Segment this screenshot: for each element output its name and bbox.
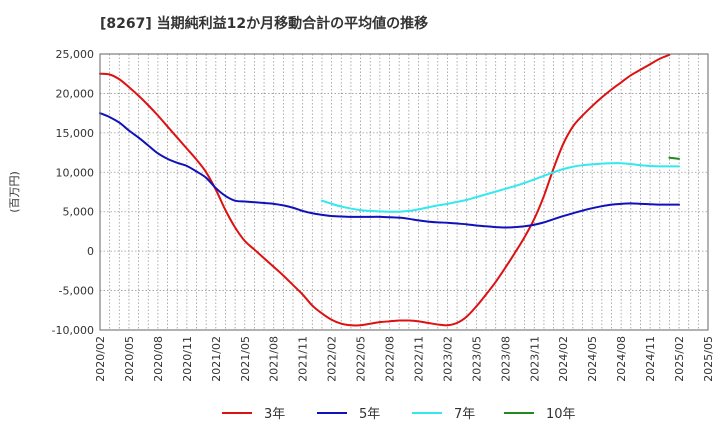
x-tick-label: 2024/05 (586, 336, 599, 382)
y-tick-label: 15,000 (56, 127, 95, 140)
series-line-2 (320, 162, 681, 213)
x-tick-label: 2021/08 (268, 336, 281, 382)
x-tick-label: 2023/11 (528, 336, 541, 382)
series-line-0 (99, 53, 671, 327)
x-tick-label: 2022/05 (355, 336, 368, 382)
y-tick-labels: -10,000 -5,000 0 5,000 10,000 15,000 20,000 25,… (52, 48, 94, 337)
legend-label-0: 3年 (264, 407, 285, 422)
x-tick-label: 2025/05 (702, 336, 715, 382)
y-tick-label: 0 (87, 245, 94, 258)
x-tick-label: 2021/05 (239, 336, 252, 382)
x-tick-label: 2024/02 (557, 336, 570, 382)
legend-label-1: 5年 (359, 407, 380, 422)
x-tick-labels: 2020/02 2020/05 2020/08 2020/11 2021/02 2021/… (94, 336, 715, 382)
y-tick-label: 20,000 (56, 87, 95, 100)
series-line-3 (668, 156, 681, 160)
series-line-1 (99, 112, 681, 229)
x-tick-label: 2023/05 (470, 336, 483, 382)
x-tick-label: 2023/02 (441, 336, 454, 382)
x-tick-label: 2020/02 (94, 336, 107, 382)
x-tick-label: 2023/08 (499, 336, 512, 382)
x-tick-label: 2022/11 (412, 336, 425, 382)
x-tick-label: 2020/05 (123, 336, 136, 382)
y-tick-label: 25,000 (56, 48, 95, 61)
y-tick-label: 5,000 (63, 206, 95, 219)
x-tick-label: 2022/02 (326, 336, 339, 382)
legend-label-2: 7年 (454, 407, 475, 422)
x-tick-label: 2021/11 (297, 336, 310, 382)
grid (99, 53, 709, 331)
y-axis-label: (百万円) (8, 171, 21, 213)
x-tick-label: 2020/11 (181, 336, 194, 382)
legend-label-3: 10年 (546, 407, 576, 422)
x-tick-label: 2024/08 (615, 336, 628, 382)
x-tick-label: 2022/08 (384, 336, 397, 382)
x-tick-label: 2020/08 (152, 336, 165, 382)
y-tick-label: 10,000 (56, 166, 95, 179)
y-tick-label: -10,000 (52, 324, 94, 337)
chart-title: [8267] 当期純利益12か月移動合計の平均値の推移 (100, 15, 428, 32)
x-tick-label: 2024/11 (644, 336, 657, 382)
legend: 3年 5年 7年 10年 (222, 407, 576, 422)
series-lines (99, 53, 681, 327)
plot-frame (99, 53, 709, 331)
x-tick-label: 2021/02 (210, 336, 223, 382)
y-tick-label: -5,000 (59, 285, 94, 298)
x-tick-label: 2025/02 (673, 336, 686, 382)
